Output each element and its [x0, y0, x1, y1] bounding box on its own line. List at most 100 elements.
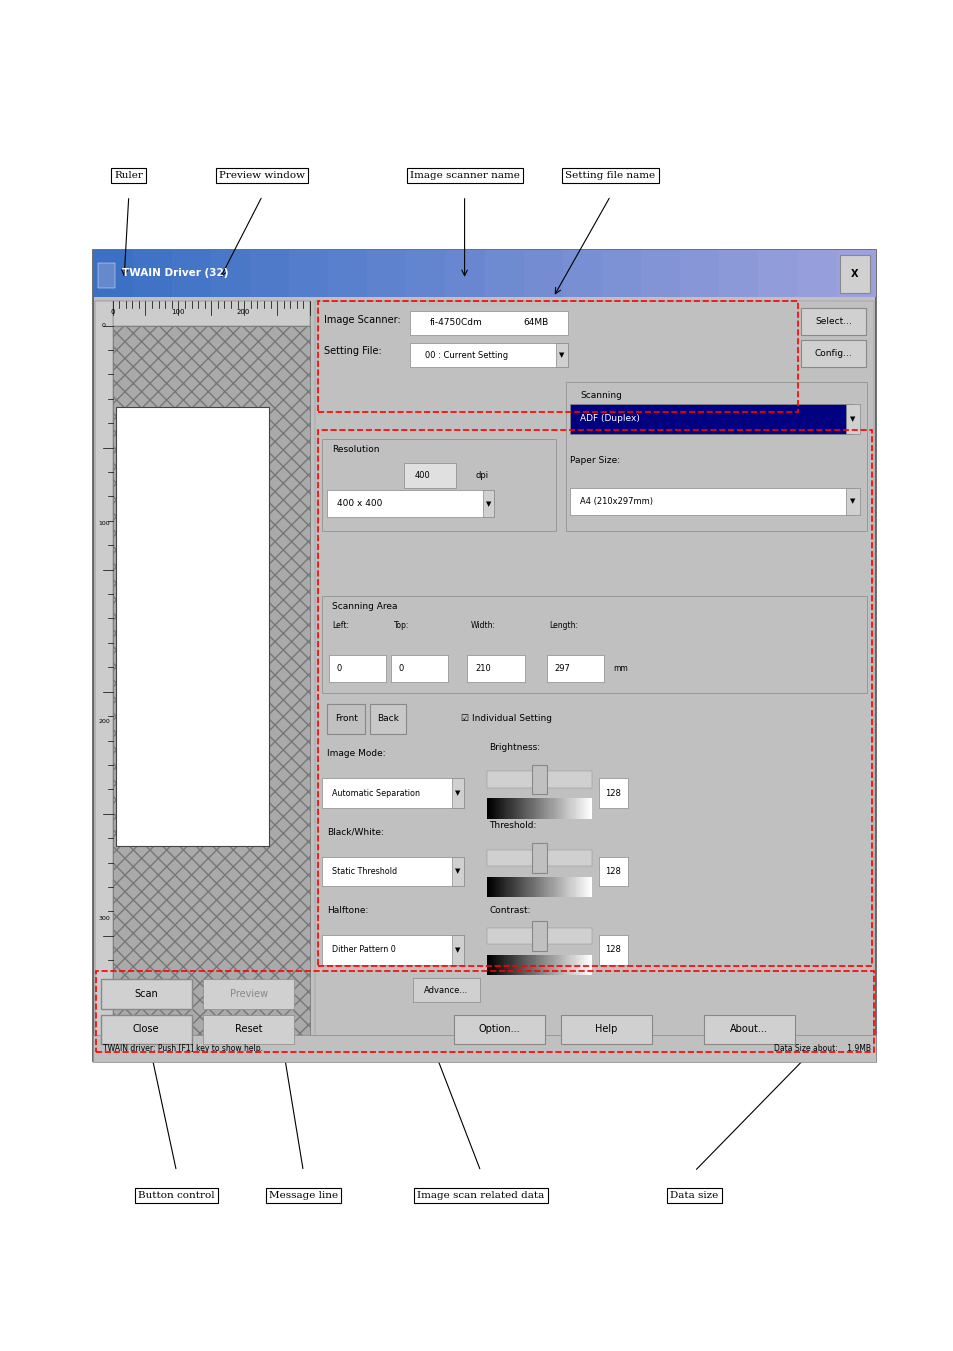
FancyBboxPatch shape — [533, 798, 536, 819]
FancyBboxPatch shape — [494, 955, 496, 975]
FancyBboxPatch shape — [573, 877, 575, 897]
FancyBboxPatch shape — [520, 955, 522, 975]
FancyBboxPatch shape — [598, 935, 627, 965]
FancyBboxPatch shape — [598, 778, 627, 808]
FancyBboxPatch shape — [93, 1035, 875, 1062]
FancyBboxPatch shape — [322, 778, 463, 808]
Text: Front: Front — [335, 715, 357, 723]
Text: Setting file name: Setting file name — [565, 172, 655, 180]
FancyBboxPatch shape — [571, 955, 573, 975]
Text: Left:: Left: — [332, 621, 349, 630]
FancyBboxPatch shape — [539, 955, 541, 975]
FancyBboxPatch shape — [550, 798, 552, 819]
FancyBboxPatch shape — [562, 955, 564, 975]
FancyBboxPatch shape — [512, 877, 515, 897]
FancyBboxPatch shape — [560, 1015, 651, 1044]
FancyBboxPatch shape — [573, 798, 575, 819]
FancyBboxPatch shape — [557, 877, 558, 897]
FancyBboxPatch shape — [590, 955, 592, 975]
FancyBboxPatch shape — [679, 250, 719, 297]
FancyBboxPatch shape — [322, 439, 556, 531]
FancyBboxPatch shape — [539, 877, 541, 897]
Text: Message line: Message line — [269, 1192, 337, 1200]
FancyBboxPatch shape — [497, 877, 499, 897]
Text: Button control: Button control — [138, 1192, 214, 1200]
FancyBboxPatch shape — [541, 955, 543, 975]
FancyBboxPatch shape — [203, 979, 294, 1009]
FancyBboxPatch shape — [98, 263, 115, 288]
Text: 400 x 400: 400 x 400 — [336, 500, 382, 508]
Text: ▼: ▼ — [485, 501, 491, 507]
Text: X: X — [850, 269, 858, 280]
FancyBboxPatch shape — [585, 877, 588, 897]
FancyBboxPatch shape — [322, 935, 463, 965]
FancyBboxPatch shape — [536, 798, 537, 819]
Text: 0: 0 — [336, 665, 342, 673]
FancyBboxPatch shape — [487, 955, 489, 975]
FancyBboxPatch shape — [562, 798, 564, 819]
FancyBboxPatch shape — [758, 250, 797, 297]
FancyBboxPatch shape — [410, 311, 567, 335]
FancyBboxPatch shape — [575, 798, 578, 819]
FancyBboxPatch shape — [578, 877, 579, 897]
FancyBboxPatch shape — [536, 955, 537, 975]
FancyBboxPatch shape — [327, 704, 365, 734]
FancyBboxPatch shape — [501, 955, 504, 975]
FancyBboxPatch shape — [531, 877, 533, 897]
FancyBboxPatch shape — [554, 798, 557, 819]
FancyBboxPatch shape — [578, 955, 579, 975]
FancyBboxPatch shape — [554, 877, 557, 897]
FancyBboxPatch shape — [250, 250, 289, 297]
FancyBboxPatch shape — [567, 877, 569, 897]
FancyBboxPatch shape — [588, 955, 590, 975]
FancyBboxPatch shape — [573, 955, 575, 975]
Text: 100: 100 — [98, 520, 110, 526]
Text: Image Mode:: Image Mode: — [327, 750, 385, 758]
FancyBboxPatch shape — [413, 978, 479, 1002]
FancyBboxPatch shape — [203, 1015, 294, 1044]
FancyBboxPatch shape — [543, 798, 546, 819]
FancyBboxPatch shape — [329, 655, 386, 682]
FancyBboxPatch shape — [322, 596, 866, 693]
Text: 0: 0 — [398, 665, 404, 673]
FancyBboxPatch shape — [504, 798, 506, 819]
Text: Option...: Option... — [477, 1024, 519, 1035]
FancyBboxPatch shape — [525, 877, 527, 897]
Text: Image Scanner:: Image Scanner: — [324, 315, 400, 326]
FancyBboxPatch shape — [506, 955, 508, 975]
FancyBboxPatch shape — [499, 955, 501, 975]
FancyBboxPatch shape — [548, 955, 550, 975]
FancyBboxPatch shape — [452, 935, 463, 965]
FancyBboxPatch shape — [497, 798, 499, 819]
FancyBboxPatch shape — [512, 798, 515, 819]
Text: Select...: Select... — [815, 317, 851, 326]
FancyBboxPatch shape — [499, 877, 501, 897]
FancyBboxPatch shape — [548, 798, 550, 819]
FancyBboxPatch shape — [529, 955, 531, 975]
FancyBboxPatch shape — [510, 955, 512, 975]
FancyBboxPatch shape — [579, 877, 581, 897]
FancyBboxPatch shape — [517, 798, 518, 819]
FancyBboxPatch shape — [579, 955, 581, 975]
FancyBboxPatch shape — [836, 250, 875, 297]
Text: 210: 210 — [475, 665, 491, 673]
FancyBboxPatch shape — [583, 955, 585, 975]
Text: fi-4750Cdm: fi-4750Cdm — [429, 319, 481, 327]
FancyBboxPatch shape — [501, 798, 504, 819]
FancyBboxPatch shape — [529, 877, 531, 897]
FancyBboxPatch shape — [581, 877, 583, 897]
FancyBboxPatch shape — [569, 955, 571, 975]
FancyBboxPatch shape — [839, 255, 869, 293]
FancyBboxPatch shape — [550, 877, 552, 897]
FancyBboxPatch shape — [487, 850, 592, 866]
FancyBboxPatch shape — [564, 955, 567, 975]
FancyBboxPatch shape — [403, 463, 456, 488]
FancyBboxPatch shape — [322, 857, 463, 886]
FancyBboxPatch shape — [579, 798, 581, 819]
FancyBboxPatch shape — [719, 250, 758, 297]
FancyBboxPatch shape — [410, 343, 567, 367]
Text: Black/White:: Black/White: — [327, 828, 384, 836]
Text: About...: About... — [729, 1024, 767, 1035]
FancyBboxPatch shape — [543, 877, 546, 897]
FancyBboxPatch shape — [525, 955, 527, 975]
